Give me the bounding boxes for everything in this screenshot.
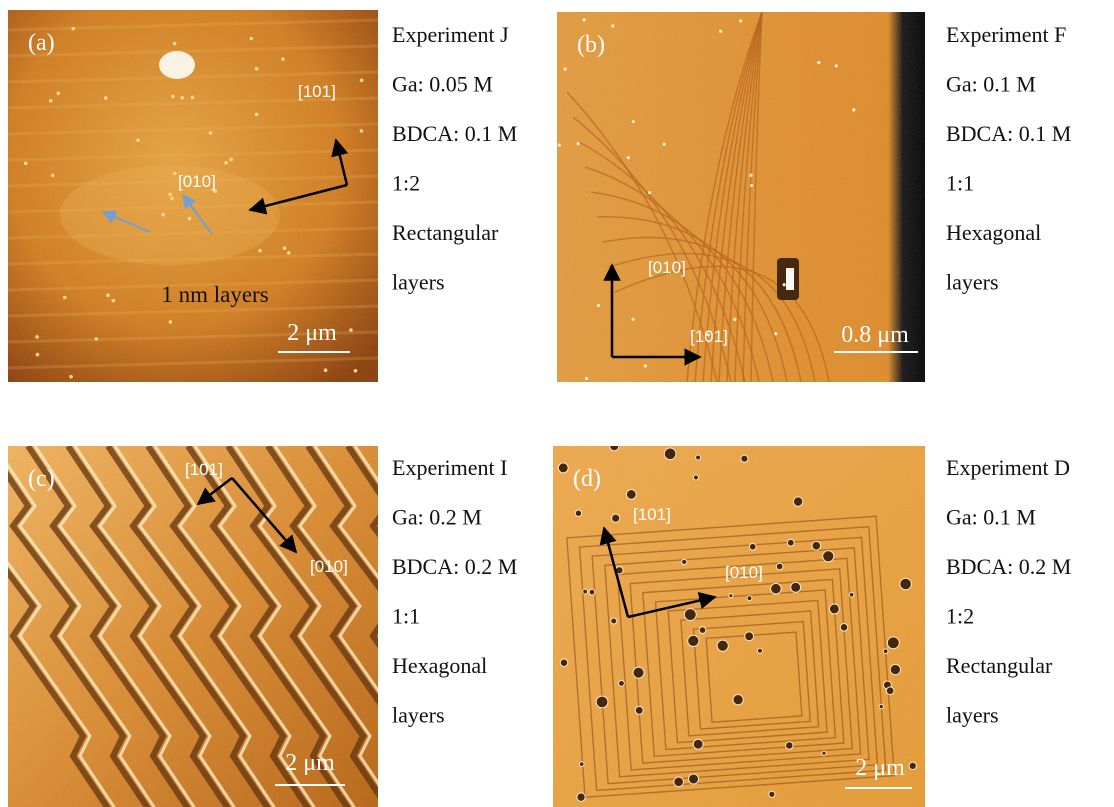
scale-bar-label: 0.8 μm bbox=[841, 322, 909, 348]
scale-bar-label: 2 μm bbox=[285, 750, 335, 776]
scale-bar-label: 2 μm bbox=[287, 320, 337, 346]
scale-bar-label: 2 μm bbox=[855, 755, 905, 781]
direction-label: [101] bbox=[185, 460, 223, 479]
direction-arrow bbox=[196, 477, 233, 506]
afm-panel: (a) [101] [010] 2 μm 1 nm layers Experiment J… bbox=[8, 10, 517, 382]
direction-arrow bbox=[627, 592, 717, 619]
panel-label: (a) bbox=[28, 30, 55, 56]
direction-label: [010] bbox=[310, 557, 348, 576]
afm-image bbox=[557, 12, 925, 382]
description-line: Experiment I bbox=[392, 455, 507, 480]
pointer-arrow bbox=[182, 193, 213, 235]
pointer-arrow bbox=[101, 210, 151, 233]
afm-image bbox=[8, 446, 378, 807]
description-line: 1:2 bbox=[392, 171, 420, 196]
description-line: layers bbox=[392, 703, 445, 728]
afm-panel: (c) [101] [010] 2 μm Experiment I Ga: 0.2 M BD… bbox=[8, 446, 517, 807]
annotation: 1 nm layers bbox=[161, 282, 268, 307]
description-line: BDCA: 0.2 M bbox=[946, 554, 1071, 579]
description-line: 1:1 bbox=[946, 171, 974, 196]
direction-label: [101] bbox=[633, 505, 671, 524]
direction-arrow bbox=[231, 477, 298, 554]
noise bbox=[553, 446, 925, 807]
direction-arrow bbox=[248, 183, 348, 215]
description-line: Ga: 0.2 M bbox=[392, 505, 482, 530]
description-line: 1:1 bbox=[392, 604, 420, 629]
panel-label: (b) bbox=[577, 32, 605, 58]
description-line: Experiment F bbox=[946, 22, 1066, 47]
description-line: layers bbox=[946, 703, 999, 728]
direction-label: [010] bbox=[178, 172, 216, 191]
direction-arrow bbox=[331, 138, 349, 186]
afm-image bbox=[8, 10, 378, 382]
panel-label: (c) bbox=[28, 466, 55, 492]
description-line: layers bbox=[946, 270, 999, 295]
afm-panel: (b) [010] [101] 0.8 μm Experiment F Ga: 0.1 M… bbox=[557, 12, 1071, 382]
direction-label: [101] bbox=[298, 82, 336, 101]
noise bbox=[557, 12, 925, 382]
noise bbox=[8, 446, 378, 807]
description-line: BDCA: 0.2 M bbox=[392, 554, 517, 579]
description-line: layers bbox=[392, 270, 445, 295]
direction-label: [010] bbox=[725, 563, 763, 582]
afm-image bbox=[553, 446, 925, 807]
description-line: Hexagonal bbox=[392, 653, 487, 678]
description-line: BDCA: 0.1 M bbox=[392, 121, 517, 146]
description-line: Ga: 0.1 M bbox=[946, 72, 1036, 97]
description-line: Experiment J bbox=[392, 22, 509, 47]
description-line: Hexagonal bbox=[946, 220, 1041, 245]
description-line: BDCA: 0.1 M bbox=[946, 121, 1071, 146]
description-line: Rectangular bbox=[946, 653, 1053, 678]
afm-panel: (d) [101] [010] 2 μm Experiment D Ga: 0.1 M BD… bbox=[553, 446, 1071, 807]
terrace-hi bbox=[353, 446, 378, 484]
direction-label: [101] bbox=[690, 327, 728, 346]
direction-label: [010] bbox=[648, 258, 686, 277]
direction-arrow bbox=[599, 526, 630, 618]
panel-label: (d) bbox=[573, 466, 601, 492]
description-line: Ga: 0.05 M bbox=[392, 72, 493, 97]
description-line: 1:2 bbox=[946, 604, 974, 629]
description-line: Ga: 0.1 M bbox=[946, 505, 1036, 530]
description-line: Rectangular bbox=[392, 220, 499, 245]
description-line: Experiment D bbox=[946, 455, 1070, 480]
